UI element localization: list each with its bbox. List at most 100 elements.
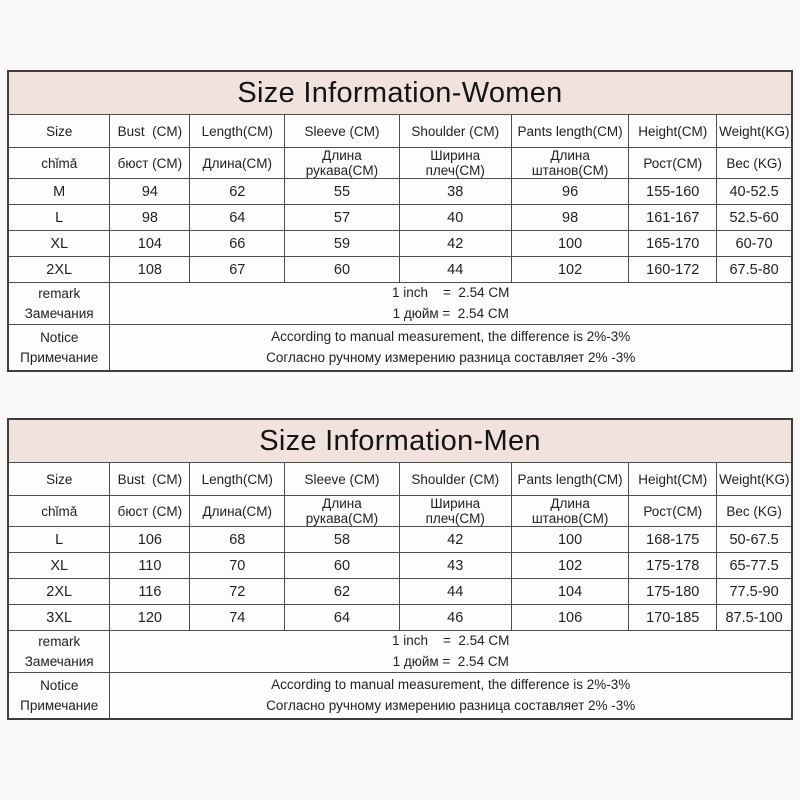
cell-shoulder: 42 — [398, 230, 512, 257]
header-row-en: Size Bust (CM) Length(CM) Sleeve (CM) Sh… — [7, 462, 793, 496]
cell-size: XL — [7, 230, 111, 257]
notice-value: According to manual measurement, the dif… — [109, 324, 793, 372]
cell-height: 155-160 — [628, 178, 718, 205]
cell-height: 165-170 — [628, 230, 718, 257]
cell-height: 168-175 — [628, 526, 718, 553]
cell-bust: 94 — [109, 178, 191, 205]
notice-text-en: According to manual measurement, the dif… — [271, 328, 631, 344]
cell-size: 2XL — [7, 256, 111, 283]
notice-label-en: Notice — [40, 677, 79, 693]
remark-label-ru: Замечания — [24, 305, 94, 321]
cell-pants-length: 98 — [510, 204, 630, 231]
cell-height: 175-180 — [628, 578, 718, 605]
remark-value: 1 inch = 2.54 CM 1 дюйм = 2.54 CM — [109, 630, 793, 673]
cell-sleeve: 62 — [284, 578, 400, 605]
col-header-pants-length: Pants length(CM) — [510, 462, 630, 496]
col-header-bust-alt: бюст (CM) — [109, 147, 191, 179]
notice-label: Notice Примечание — [7, 672, 111, 720]
cell-bust: 106 — [109, 526, 191, 553]
col-header-shoulder: Shoulder (CM) — [398, 114, 512, 148]
col-header-height: Height(CM) — [628, 462, 718, 496]
table-row-xl: XL 104 66 59 42 100 165-170 60-70 — [7, 230, 793, 257]
cell-shoulder: 46 — [398, 604, 512, 631]
cell-bust: 116 — [109, 578, 191, 605]
cell-length: 74 — [189, 604, 286, 631]
col-header-shoulder-alt: Ширина плеч(CM) — [398, 147, 512, 179]
cell-pants-length: 100 — [510, 230, 630, 257]
cell-pants-length: 106 — [510, 604, 630, 631]
cell-size: L — [7, 204, 111, 231]
col-header-length: Length(CM) — [189, 114, 286, 148]
cell-weight: 77.5-90 — [716, 578, 793, 605]
cell-length: 68 — [189, 526, 286, 553]
cell-size: M — [7, 178, 111, 205]
cell-height: 160-172 — [628, 256, 718, 283]
notice-row: Notice Примечание According to manual me… — [7, 672, 793, 720]
cell-shoulder: 38 — [398, 178, 512, 205]
col-header-sleeve-alt: Длина рукава(CM) — [284, 147, 400, 179]
cell-weight: 40-52.5 — [716, 178, 793, 205]
cell-sleeve: 58 — [284, 526, 400, 553]
cell-shoulder: 44 — [398, 578, 512, 605]
col-header-bust-alt: бюст (CM) — [109, 495, 191, 527]
cell-length: 66 — [189, 230, 286, 257]
remark-label-en: remark — [38, 633, 81, 649]
col-header-weight-alt: Вес (KG) — [716, 495, 793, 527]
cell-pants-length: 102 — [510, 256, 630, 283]
remark-label-ru: Замечания — [24, 653, 94, 669]
notice-label-en: Notice — [40, 329, 79, 345]
table-row-xl: XL 110 70 60 43 102 175-178 65-77.5 — [7, 552, 793, 579]
remark-inch-en: 1 inch = 2.54 CM — [391, 285, 510, 301]
table-title-row: Size Information-Men — [7, 418, 793, 463]
cell-size: 3XL — [7, 604, 111, 631]
col-header-size: Size — [7, 462, 111, 496]
remark-inch-en: 1 inch = 2.54 CM — [391, 633, 510, 649]
table-row-m: M 94 62 55 38 96 155-160 40-52.5 — [7, 178, 793, 205]
col-header-pants-length-alt: Длина штанов(CM) — [510, 495, 630, 527]
remark-inch-ru: 1 дюйм = 2.54 CM — [392, 653, 509, 669]
remark-value: 1 inch = 2.54 CM 1 дюйм = 2.54 CM — [109, 282, 793, 325]
cell-length: 67 — [189, 256, 286, 283]
cell-length: 72 — [189, 578, 286, 605]
col-header-height-alt: Рост(CM) — [628, 495, 718, 527]
cell-weight: 87.5-100 — [716, 604, 793, 631]
remark-label: remark Замечания — [7, 630, 111, 673]
col-header-pants-length-alt: Длина штанов(CM) — [510, 147, 630, 179]
table-title-row: Size Information-Women — [7, 70, 793, 115]
table-row-2xl: 2XL 116 72 62 44 104 175-180 77.5-90 — [7, 578, 793, 605]
cell-weight: 52.5-60 — [716, 204, 793, 231]
cell-shoulder: 40 — [398, 204, 512, 231]
cell-pants-length: 96 — [510, 178, 630, 205]
cell-length: 70 — [189, 552, 286, 579]
table-title-women: Size Information-Women — [7, 70, 793, 115]
table-row-3xl: 3XL 120 74 64 46 106 170-185 87.5-100 — [7, 604, 793, 631]
cell-pants-length: 100 — [510, 526, 630, 553]
cell-height: 170-185 — [628, 604, 718, 631]
cell-weight: 67.5-80 — [716, 256, 793, 283]
col-header-size-alt: chǐmǎ — [7, 147, 111, 179]
cell-weight: 50-67.5 — [716, 526, 793, 553]
col-header-size-alt: chǐmǎ — [7, 495, 111, 527]
notice-value: According to manual measurement, the dif… — [109, 672, 793, 720]
col-header-height-alt: Рост(CM) — [628, 147, 718, 179]
cell-height: 161-167 — [628, 204, 718, 231]
cell-height: 175-178 — [628, 552, 718, 579]
col-header-bust: Bust (CM) — [109, 114, 191, 148]
cell-sleeve: 59 — [284, 230, 400, 257]
notice-row: Notice Примечание According to manual me… — [7, 324, 793, 372]
cell-sleeve: 60 — [284, 256, 400, 283]
cell-sleeve: 55 — [284, 178, 400, 205]
cell-size: XL — [7, 552, 111, 579]
notice-text-ru: Согласно ручному измерению разница соста… — [266, 697, 636, 713]
col-header-height: Height(CM) — [628, 114, 718, 148]
col-header-weight-alt: Вес (KG) — [716, 147, 793, 179]
table-title-men: Size Information-Men — [7, 418, 793, 463]
cell-shoulder: 42 — [398, 526, 512, 553]
cell-weight: 65-77.5 — [716, 552, 793, 579]
remark-label-en: remark — [38, 285, 81, 301]
cell-bust: 108 — [109, 256, 191, 283]
remark-row: remark Замечания 1 inch = 2.54 CM 1 дюйм… — [7, 630, 793, 673]
table-row-l: L 98 64 57 40 98 161-167 52.5-60 — [7, 204, 793, 231]
size-table-women: Size Information-Women Size Bust (CM) Le… — [7, 70, 793, 372]
col-header-weight: Weight(KG) — [716, 462, 793, 496]
